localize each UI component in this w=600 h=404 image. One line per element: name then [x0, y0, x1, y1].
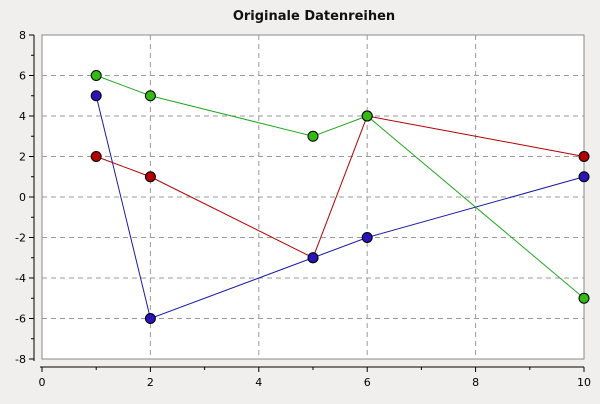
data-point-series-3: [361, 110, 373, 122]
chart-title: Originale Datenreihen: [233, 9, 395, 24]
y-tick-label: 4: [19, 110, 26, 123]
y-tick-label: -8: [15, 353, 26, 366]
y-tick-label: 2: [19, 151, 26, 164]
y-tick-label: 0: [19, 191, 26, 204]
x-tick-label: 0: [39, 376, 46, 389]
data-point-series-2: [144, 313, 156, 324]
grid: [42, 35, 584, 359]
x-tick-label: 10: [577, 376, 591, 389]
data-point-series-2: [90, 90, 102, 102]
x-tick-label: 2: [147, 376, 154, 389]
x-tick-label: 4: [255, 376, 262, 389]
y-tick-label: -4: [15, 272, 26, 285]
x-tick-label: 6: [364, 376, 371, 389]
data-point-series-3: [90, 70, 102, 81]
y-tick-label: 8: [19, 29, 26, 42]
data-point-series-1: [578, 151, 590, 162]
data-point-series-2: [307, 252, 319, 264]
data-point-series-1: [144, 171, 156, 183]
x-tick-label: 8: [472, 376, 479, 389]
data-point-series-1: [90, 151, 102, 162]
y-tick-label: -6: [15, 313, 26, 326]
data-point-series-2: [578, 171, 590, 183]
data-point-series-3: [307, 130, 319, 142]
data-point-series-3: [144, 90, 156, 102]
y-tick-label: -2: [15, 232, 26, 245]
axes: -8 -6 -4 -2 0 2 4 6 8 0 2 4 6 8 10: [15, 29, 591, 389]
data-point-series-2: [361, 232, 373, 243]
data-point-series-3: [578, 292, 590, 304]
series: [90, 70, 590, 324]
y-tick-label: 6: [19, 70, 26, 83]
